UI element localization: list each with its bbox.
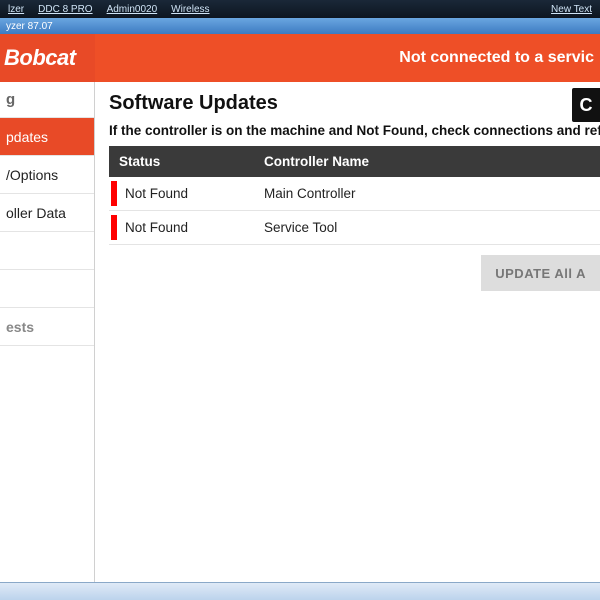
menu-item[interactable]: Wireless	[171, 4, 209, 15]
sidebar-group-label: g	[0, 82, 94, 118]
sidebar-item-updates[interactable]: pdates	[0, 118, 94, 156]
app-window: Bobcat Not connected to a servic g pdate…	[0, 34, 600, 582]
status-text: Not Found	[125, 186, 188, 201]
table-row[interactable]: Not Found Main Controller	[109, 177, 600, 211]
col-controller-name: Controller Name	[254, 146, 600, 177]
sidebar-spacer	[0, 232, 94, 270]
controller-name: Service Tool	[254, 211, 600, 245]
refresh-button[interactable]: C	[572, 88, 600, 122]
sidebar-item-tests[interactable]: ests	[0, 308, 94, 346]
app-header: Bobcat Not connected to a servic	[0, 34, 600, 82]
menu-item[interactable]: lzer	[8, 4, 24, 15]
controller-name: Main Controller	[254, 177, 600, 211]
menu-item[interactable]: Admin0020	[107, 4, 158, 15]
table-row[interactable]: Not Found Service Tool	[109, 211, 600, 245]
sidebar-spacer	[0, 270, 94, 308]
status-indicator	[111, 215, 117, 240]
sidebar-item-options[interactable]: /Options	[0, 156, 94, 194]
sidebar: g pdates /Options oller Data ests	[0, 82, 95, 582]
os-menubar: lzer DDC 8 PRO Admin0020 Wireless New Te…	[0, 0, 600, 18]
updates-table: Status Controller Name Not Found Main Co…	[109, 146, 600, 245]
col-status: Status	[109, 146, 254, 177]
status-text: Not Found	[125, 220, 188, 235]
page-title: Software Updates	[109, 92, 600, 115]
window-title: yzer 87.07	[6, 21, 53, 32]
status-indicator	[111, 181, 117, 206]
sidebar-item-controller-data[interactable]: oller Data	[0, 194, 94, 232]
connection-status: Not connected to a servic	[95, 34, 600, 82]
os-taskbar[interactable]	[0, 582, 600, 600]
update-all-button[interactable]: UPDATE All A	[481, 255, 600, 291]
refresh-icon: C	[580, 95, 593, 116]
main-panel: C Software Updates If the controller is …	[95, 82, 600, 582]
hint-text: If the controller is on the machine and …	[109, 123, 600, 138]
brand-logo: Bobcat	[0, 34, 95, 82]
window-titlebar: yzer 87.07	[0, 18, 600, 34]
menu-item[interactable]: DDC 8 PRO	[38, 4, 92, 15]
menu-item[interactable]: New Text	[551, 4, 592, 15]
